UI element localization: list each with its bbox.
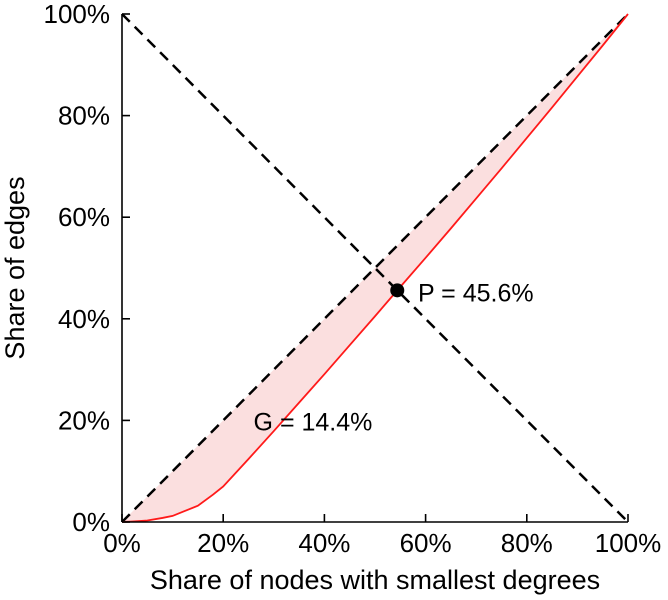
equality-diagonal-line [121,13,629,523]
y-tick-label: 0% [72,507,110,537]
shaded-area [122,14,628,522]
x-tick-label: 20% [197,528,249,558]
anti-diagonal-line [121,13,629,523]
x-tick-label: 100% [595,528,662,558]
y-tick-label: 40% [58,304,110,334]
annotation-g-label: G = 14.4% [254,408,373,436]
x-tick-label: 80% [501,528,553,558]
lorenz-curve-line [121,13,629,523]
y-tick-label: 100% [44,0,111,29]
point-marker [390,283,405,298]
x-tick-label: 60% [400,528,452,558]
y-tick-label: 20% [58,405,110,435]
y-tick-label: 60% [58,202,110,232]
x-tick-label: 0% [103,528,141,558]
y-axis-title: Share of edges [0,176,30,359]
x-tick-label: 40% [298,528,350,558]
annotation-p-label: P = 45.6% [418,279,534,307]
y-tick-label: 80% [58,101,110,131]
x-axis-title: Share of nodes with smallest degrees [150,565,600,595]
plot-area: 0% 20% 40% 60% 80% 100% 0% 20% 40% 60% 80% 100% P = … [44,0,662,558]
